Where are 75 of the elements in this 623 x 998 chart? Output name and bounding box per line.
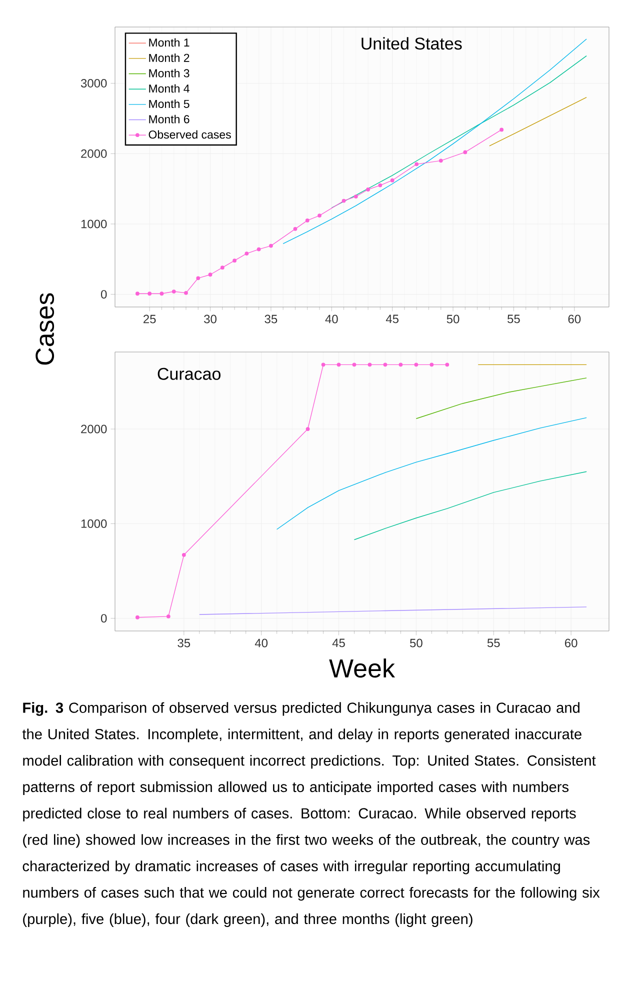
point	[430, 362, 434, 367]
point	[256, 247, 261, 252]
point	[184, 290, 188, 295]
legend-label: Month 1	[149, 38, 190, 47]
x-tick-label: 55	[508, 314, 520, 324]
y-tick-label: 3000	[80, 79, 107, 88]
x-tick-label: 45	[332, 638, 345, 648]
point	[196, 276, 200, 280]
point	[148, 292, 152, 296]
point	[244, 252, 249, 256]
point	[390, 178, 394, 182]
x-tick-label: 60	[568, 314, 581, 324]
point	[398, 362, 403, 367]
point	[306, 427, 310, 431]
legend-label: Observed cases	[148, 130, 231, 139]
x-tick-label: 40	[254, 638, 268, 648]
x-tick-label: 50	[446, 314, 460, 324]
point	[182, 552, 186, 557]
text: Fig. 3 Comparison of observed versus predicted Chikungunya cases in Curacao and the United States. Incomplete, intermittent, and delay in reports generated inaccurate model calibration with consequent incorrect predictions. Top: United States. Consistent patterns of report submission allowed us to anticipate imported cases with numbers predicted close to real numbers of cases. Bottom: Curacao. While observed reports (red line) showed low increases in the first two weeks of the outbreak, the country was characterized by dramatic increases of cases with irregular reporting accumulating numbers of cases such that we could not generate correct forecasts for the following six (purple), five (blue), four (dark green), and three months (light green)	[22, 702, 600, 927]
point	[336, 362, 341, 367]
y-tick-label: 0	[100, 614, 107, 623]
point	[160, 292, 164, 296]
x-tick-label: 50	[410, 638, 422, 648]
point	[368, 362, 372, 367]
point	[500, 128, 504, 132]
point	[354, 194, 358, 198]
point	[352, 362, 356, 367]
legend-label: Month 3	[149, 68, 190, 78]
point	[305, 218, 310, 222]
point	[383, 362, 388, 367]
chart-title: United States	[362, 37, 462, 50]
x-tick-label: 45	[386, 314, 398, 324]
point	[208, 272, 212, 277]
legend-label: Month 4	[149, 84, 190, 93]
y-tick-label: 1000	[81, 519, 107, 528]
line-series	[416, 378, 587, 419]
x-axis-title: Week	[329, 658, 396, 678]
point	[414, 162, 419, 166]
line-series	[282, 38, 587, 244]
point	[172, 290, 176, 294]
x-tick-label: 35	[178, 638, 190, 648]
line-series	[354, 471, 587, 540]
y-tick-label: 1000	[81, 220, 107, 228]
text: Curacao	[158, 368, 220, 380]
x-tick-label: 55	[487, 638, 500, 648]
point	[136, 615, 140, 620]
point	[445, 362, 450, 367]
legend-label: Month 6	[149, 114, 190, 124]
x-tick-label: 25	[144, 314, 156, 324]
point	[321, 362, 326, 367]
point	[342, 198, 346, 203]
point	[232, 258, 236, 263]
point	[220, 266, 224, 270]
y-tick-label: 0	[100, 290, 107, 299]
y-tick-label: 2000	[81, 149, 107, 158]
point	[166, 614, 170, 618]
legend-label: Month 5	[149, 100, 190, 108]
point	[366, 188, 370, 192]
x-tick-label: 30	[204, 314, 216, 324]
line-series	[331, 55, 587, 208]
y-tick-label: 2000	[81, 424, 107, 434]
point	[414, 362, 418, 367]
x-tick-label: 60	[564, 638, 578, 648]
point	[318, 214, 322, 218]
point	[463, 150, 468, 154]
line-series	[276, 417, 587, 530]
point	[136, 292, 140, 296]
point	[269, 244, 273, 248]
legend-label: Month 2	[149, 54, 190, 62]
point	[438, 158, 443, 163]
point	[293, 226, 298, 231]
x-tick-label: 40	[325, 314, 338, 324]
y-axis-title: Cases	[36, 293, 54, 365]
x-tick-label: 35	[264, 314, 278, 324]
point	[378, 183, 382, 188]
